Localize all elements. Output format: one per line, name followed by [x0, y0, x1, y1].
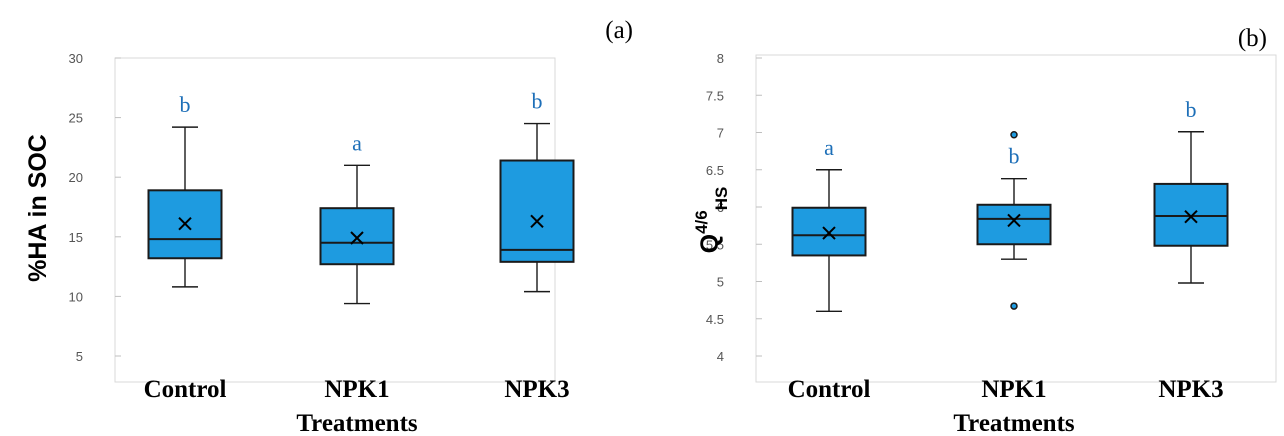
panel-label: (b) — [1238, 25, 1267, 52]
significance-letter: b — [1009, 144, 1020, 169]
mean-marker — [1184, 209, 1198, 224]
y-tick-label: 25 — [69, 111, 83, 126]
panel-b: 4 4.5 5 5.5 6 6.5 7 7.5 8 a b b Control NPK1 NPK3 Treat… — [692, 25, 1277, 436]
panel-label: (a) — [605, 17, 633, 44]
box-control: a — [791, 135, 867, 312]
iqr-box — [791, 206, 867, 257]
y-axis-title-superscript: 4/6 — [692, 210, 711, 234]
y-tick-label: 10 — [69, 289, 83, 304]
y-tick-label: 6.5 — [706, 163, 724, 178]
x-category-label: NPK1 — [981, 376, 1046, 403]
outlier-point — [1010, 130, 1018, 139]
y-tick-label: 4.5 — [706, 312, 724, 327]
y-tick-label: 5.5 — [706, 237, 724, 252]
plot-frame — [755, 54, 1277, 383]
outlier-point — [1010, 302, 1018, 310]
x-axis-title: Treatments — [953, 410, 1075, 436]
box-npk3: b — [499, 89, 575, 293]
mean-marker — [530, 214, 544, 229]
box-control: b — [147, 92, 223, 288]
significance-letter: a — [352, 130, 362, 155]
box-npk3: b — [1153, 97, 1229, 284]
panel-a: 5 10 15 20 25 30 b a b Control NPK1 NPK3 Treatments (… — [24, 17, 633, 436]
significance-letter: b — [532, 89, 543, 114]
y-axis-title: Q4/6HS — [692, 187, 731, 254]
y-axis-title: %HA in SOC — [24, 134, 52, 282]
iqr-box — [976, 203, 1052, 246]
y-tick-label: 4 — [717, 349, 724, 364]
mean-marker — [1007, 213, 1021, 228]
y-tick-label: 5 — [717, 275, 724, 290]
x-category-label: NPK3 — [504, 376, 569, 403]
iqr-box — [319, 207, 395, 266]
y-tick-label: 7 — [717, 126, 724, 141]
x-category-label: NPK3 — [1158, 376, 1223, 403]
y-tick-label: 5 — [76, 349, 83, 364]
x-axis-title: Treatments — [296, 410, 418, 436]
y-tick-label: 15 — [69, 230, 83, 245]
y-axis-title-main: Q — [696, 234, 724, 253]
y-tick-label: 8 — [717, 51, 724, 66]
y-tick-label: 20 — [69, 170, 83, 185]
significance-letter: b — [180, 92, 191, 117]
x-category-label: Control — [144, 376, 227, 403]
iqr-box — [1153, 182, 1229, 247]
x-category-label: NPK1 — [324, 376, 389, 403]
significance-letter: b — [1186, 97, 1197, 122]
y-tick-label: 6 — [717, 200, 724, 215]
x-category-label: Control — [788, 376, 871, 403]
significance-letter: a — [824, 135, 834, 160]
y-axis-title-subscript: HS — [712, 187, 731, 211]
mean-marker — [822, 226, 836, 240]
mean-marker — [350, 231, 364, 245]
y-tick-label: 7.5 — [706, 88, 724, 103]
iqr-box — [499, 159, 575, 263]
box-npk1: b — [976, 130, 1052, 310]
mean-marker — [178, 216, 192, 231]
y-tick-label: 30 — [69, 51, 83, 66]
box-npk1: a — [319, 130, 395, 305]
